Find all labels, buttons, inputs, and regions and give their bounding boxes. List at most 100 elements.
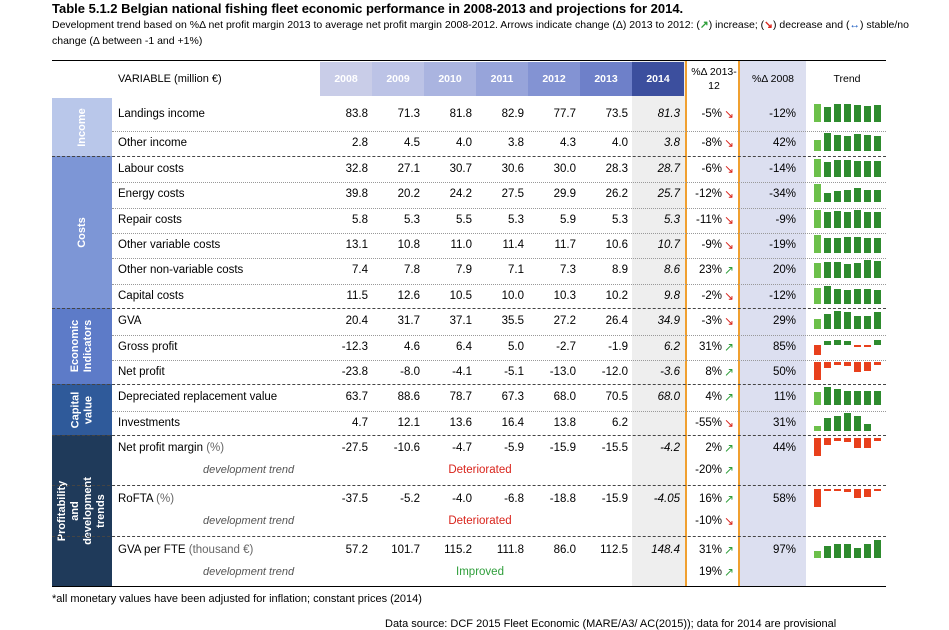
arrow-down-icon: ↘ <box>723 514 735 528</box>
row-label-text: GVA <box>118 315 142 327</box>
table-cell: 81.8 <box>449 108 472 120</box>
arrow-up-icon: ↗ <box>723 263 735 277</box>
header-year-2011: 2011 <box>476 62 528 96</box>
table-cell: 7.1 <box>508 264 524 276</box>
sparkline-bar <box>814 159 821 177</box>
table-cell: -15.9 <box>601 493 628 505</box>
table-cell: 71.3 <box>397 108 420 120</box>
table-cell: 11.4 <box>502 239 524 251</box>
header-year-2009: 2009 <box>372 62 424 96</box>
row-label-text: Capital costs <box>118 290 184 302</box>
header-trend: Trend <box>833 73 861 85</box>
row-separator <box>112 360 886 361</box>
table-cell: 148.4 <box>651 544 680 556</box>
table-cell: 86.0 <box>553 544 576 556</box>
trend-sparkline <box>810 385 886 407</box>
sparkline-bar <box>874 362 881 365</box>
sparkline-bar <box>814 489 821 507</box>
section-label: Profitability and development trends <box>52 435 112 586</box>
table-cell: -6.8 <box>504 493 524 505</box>
sparkline-bar <box>824 489 831 491</box>
sparkline-bar <box>844 312 851 329</box>
section-label-text: Profitability and development trends <box>56 476 107 545</box>
table-cell: 5.3 <box>508 214 524 226</box>
pct-2013-12-cell: 31% <box>698 544 722 556</box>
sparkline-bar <box>854 438 861 448</box>
sparkline-bar <box>864 438 871 448</box>
development-trend-label: development trend <box>203 464 295 476</box>
sparkline-bar <box>864 362 871 371</box>
table-cell: 4.6 <box>404 341 420 353</box>
section-separator <box>52 485 886 486</box>
sparkline-bar <box>824 133 831 151</box>
table-cell: 12.1 <box>397 417 420 429</box>
pct-2008-cell: 20% <box>772 264 796 276</box>
table-cell: 7.4 <box>352 264 368 276</box>
sparkline-bar <box>824 387 831 405</box>
section-label-text: Capital value <box>69 391 94 428</box>
sparkline-bar <box>814 263 821 278</box>
sparkline-bar <box>874 391 881 405</box>
header-pct-2008: %Δ 2008 <box>751 73 795 85</box>
pct-2013-12-cell: -9% <box>701 239 722 251</box>
table-cell: 10.8 <box>397 239 420 251</box>
table-cell: 3.8 <box>664 137 680 149</box>
sparkline-bar <box>854 134 861 151</box>
sparkline-bar <box>864 161 871 177</box>
sparkline-bar <box>824 238 831 253</box>
table-cell: 31.7 <box>397 315 420 327</box>
row-label: Other variable costs <box>118 233 220 257</box>
table-cell: 6.4 <box>456 341 472 353</box>
pct-2008-cell: 97% <box>772 544 796 556</box>
sparkline-bar <box>844 290 851 304</box>
sparkline-bar <box>824 162 831 177</box>
pct-2013-12-cell: 16% <box>698 493 722 505</box>
trend-sparkline <box>810 157 886 179</box>
sparkline-bar <box>844 391 851 405</box>
table-cell: -4.7 <box>452 442 472 454</box>
table-cell: 30.7 <box>449 163 472 175</box>
table-cell: 25.7 <box>657 188 680 200</box>
row-label-text: Energy costs <box>118 188 185 200</box>
table-cell: -4.2 <box>660 442 680 454</box>
sparkline-bar <box>874 340 881 345</box>
table-cell: 26.2 <box>605 188 628 200</box>
sparkline-bar <box>814 235 821 253</box>
table-cell: 28.3 <box>605 163 628 175</box>
table-cell: 88.6 <box>397 391 420 403</box>
row-label: Net profit <box>118 360 165 384</box>
sparkline-bar <box>874 238 881 253</box>
sparkline-bar <box>834 289 841 304</box>
row-label-text: Investments <box>118 417 180 429</box>
table-cell: 32.8 <box>345 163 368 175</box>
arrow-down-icon: ↘ <box>723 289 735 303</box>
sparkline-bar <box>824 418 831 431</box>
section-label-text: Economic Indicators <box>69 319 94 373</box>
subtitle-part4: ) stable/no change (Δ between -1 and +1%… <box>52 19 909 47</box>
row-separator <box>112 284 886 285</box>
section-label: Income <box>52 98 112 156</box>
arrow-up-icon: ↗ <box>723 565 735 579</box>
table-cell: -12.0 <box>601 366 628 378</box>
arrow-down-icon: ↘ <box>723 416 735 430</box>
pct-2008-cell: 31% <box>772 417 796 429</box>
table-cell: 27.2 <box>553 315 576 327</box>
sparkline-bar <box>854 210 861 228</box>
table-cell: -4.1 <box>452 366 472 378</box>
pct-2008-cell: 29% <box>772 315 796 327</box>
pct-2013-12-cell: -5% <box>701 108 722 120</box>
development-trend-status: Deteriorated <box>448 464 512 476</box>
sparkline-bar <box>874 212 881 228</box>
pct-2013-12-cell: 23% <box>698 264 722 276</box>
section-label: Economic Indicators <box>52 308 112 384</box>
arrow-down-icon: ↘ <box>723 187 735 201</box>
row-separator <box>112 182 886 183</box>
table-cell: -8.0 <box>400 366 420 378</box>
sparkline-bar <box>854 237 861 253</box>
sparkline-bar <box>834 544 841 558</box>
table-cell: 10.3 <box>553 290 576 302</box>
row-unit: (%) <box>156 493 175 505</box>
section-separator <box>52 384 886 385</box>
header-year-2008: 2008 <box>320 62 372 96</box>
row-unit: (thousand €) <box>188 544 254 556</box>
